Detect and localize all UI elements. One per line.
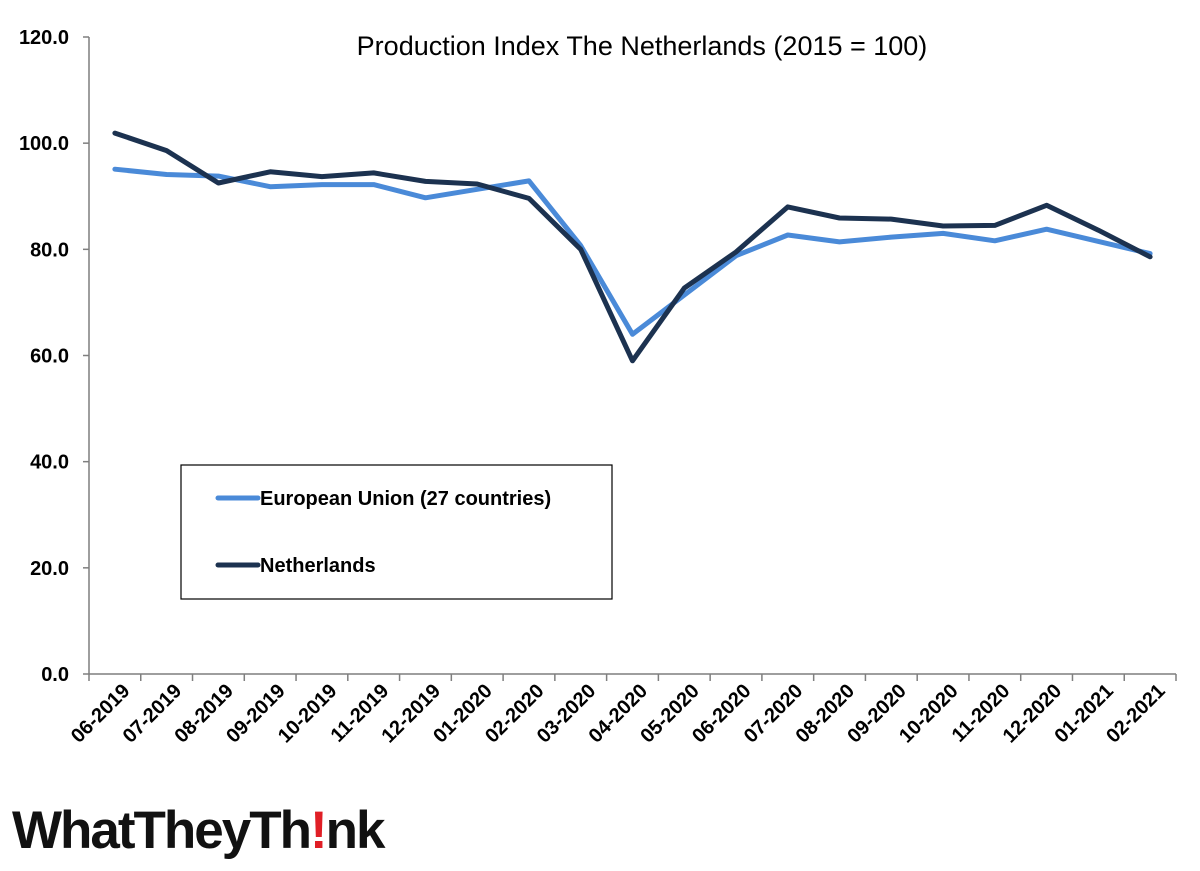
data-point — [1096, 239, 1101, 244]
series-line-0 — [112, 166, 1153, 337]
data-point — [164, 172, 169, 177]
series-layer — [112, 130, 1153, 364]
line-chart: Production Index The Netherlands (2015 =… — [19, 27, 1177, 747]
data-point — [734, 249, 739, 254]
y-tick-label: 60.0 — [30, 346, 69, 368]
x-axis: 06-201907-201908-201909-201910-201911-20… — [67, 673, 1177, 747]
data-point — [1044, 203, 1049, 208]
data-point — [1096, 228, 1101, 233]
whattheythink-logo: WhatTheyTh!nk — [12, 801, 385, 860]
data-point — [630, 358, 635, 363]
data-point — [682, 286, 687, 291]
data-point — [112, 167, 117, 172]
data-point — [889, 235, 894, 240]
data-point — [268, 169, 273, 174]
y-tick-label: 80.0 — [30, 239, 69, 261]
y-tick-label: 20.0 — [30, 558, 69, 580]
data-point — [630, 332, 635, 337]
chart-title: Production Index The Netherlands (2015 =… — [357, 31, 928, 61]
data-point — [164, 148, 169, 153]
data-point — [526, 178, 531, 183]
data-point — [268, 184, 273, 189]
y-tick-label: 0.0 — [41, 664, 69, 686]
data-point — [216, 174, 221, 179]
data-point — [992, 238, 997, 243]
legend-label-eu: European Union (27 countries) — [260, 488, 551, 510]
data-point — [682, 292, 687, 297]
data-point — [1044, 227, 1049, 232]
data-point — [475, 182, 480, 187]
data-point — [992, 223, 997, 228]
data-point — [371, 182, 376, 187]
y-axis: 0.0 20.0 40.0 60.0 80.0 100.0 120.0 — [19, 27, 90, 686]
series-line-1 — [112, 130, 1153, 364]
data-point — [112, 131, 117, 136]
legend-label-netherlands: Netherlands — [260, 555, 376, 577]
data-point — [526, 196, 531, 201]
y-tick-label: 40.0 — [30, 452, 69, 474]
data-point — [785, 204, 790, 209]
data-point — [216, 180, 221, 185]
data-point — [785, 233, 790, 238]
data-point — [423, 195, 428, 200]
data-point — [837, 216, 842, 221]
data-point — [941, 223, 946, 228]
data-point — [1148, 254, 1153, 259]
data-point — [319, 174, 324, 179]
data-point — [941, 231, 946, 236]
y-tick-label: 120.0 — [19, 27, 69, 49]
y-tick-label: 100.0 — [19, 133, 69, 155]
legend: European Union (27 countries) Netherland… — [180, 464, 613, 600]
data-point — [371, 170, 376, 175]
legend-box — [180, 464, 613, 600]
data-point — [475, 187, 480, 192]
data-point — [889, 217, 894, 222]
data-point — [837, 239, 842, 244]
data-point — [319, 182, 324, 187]
data-point — [578, 247, 583, 252]
data-point — [423, 179, 428, 184]
